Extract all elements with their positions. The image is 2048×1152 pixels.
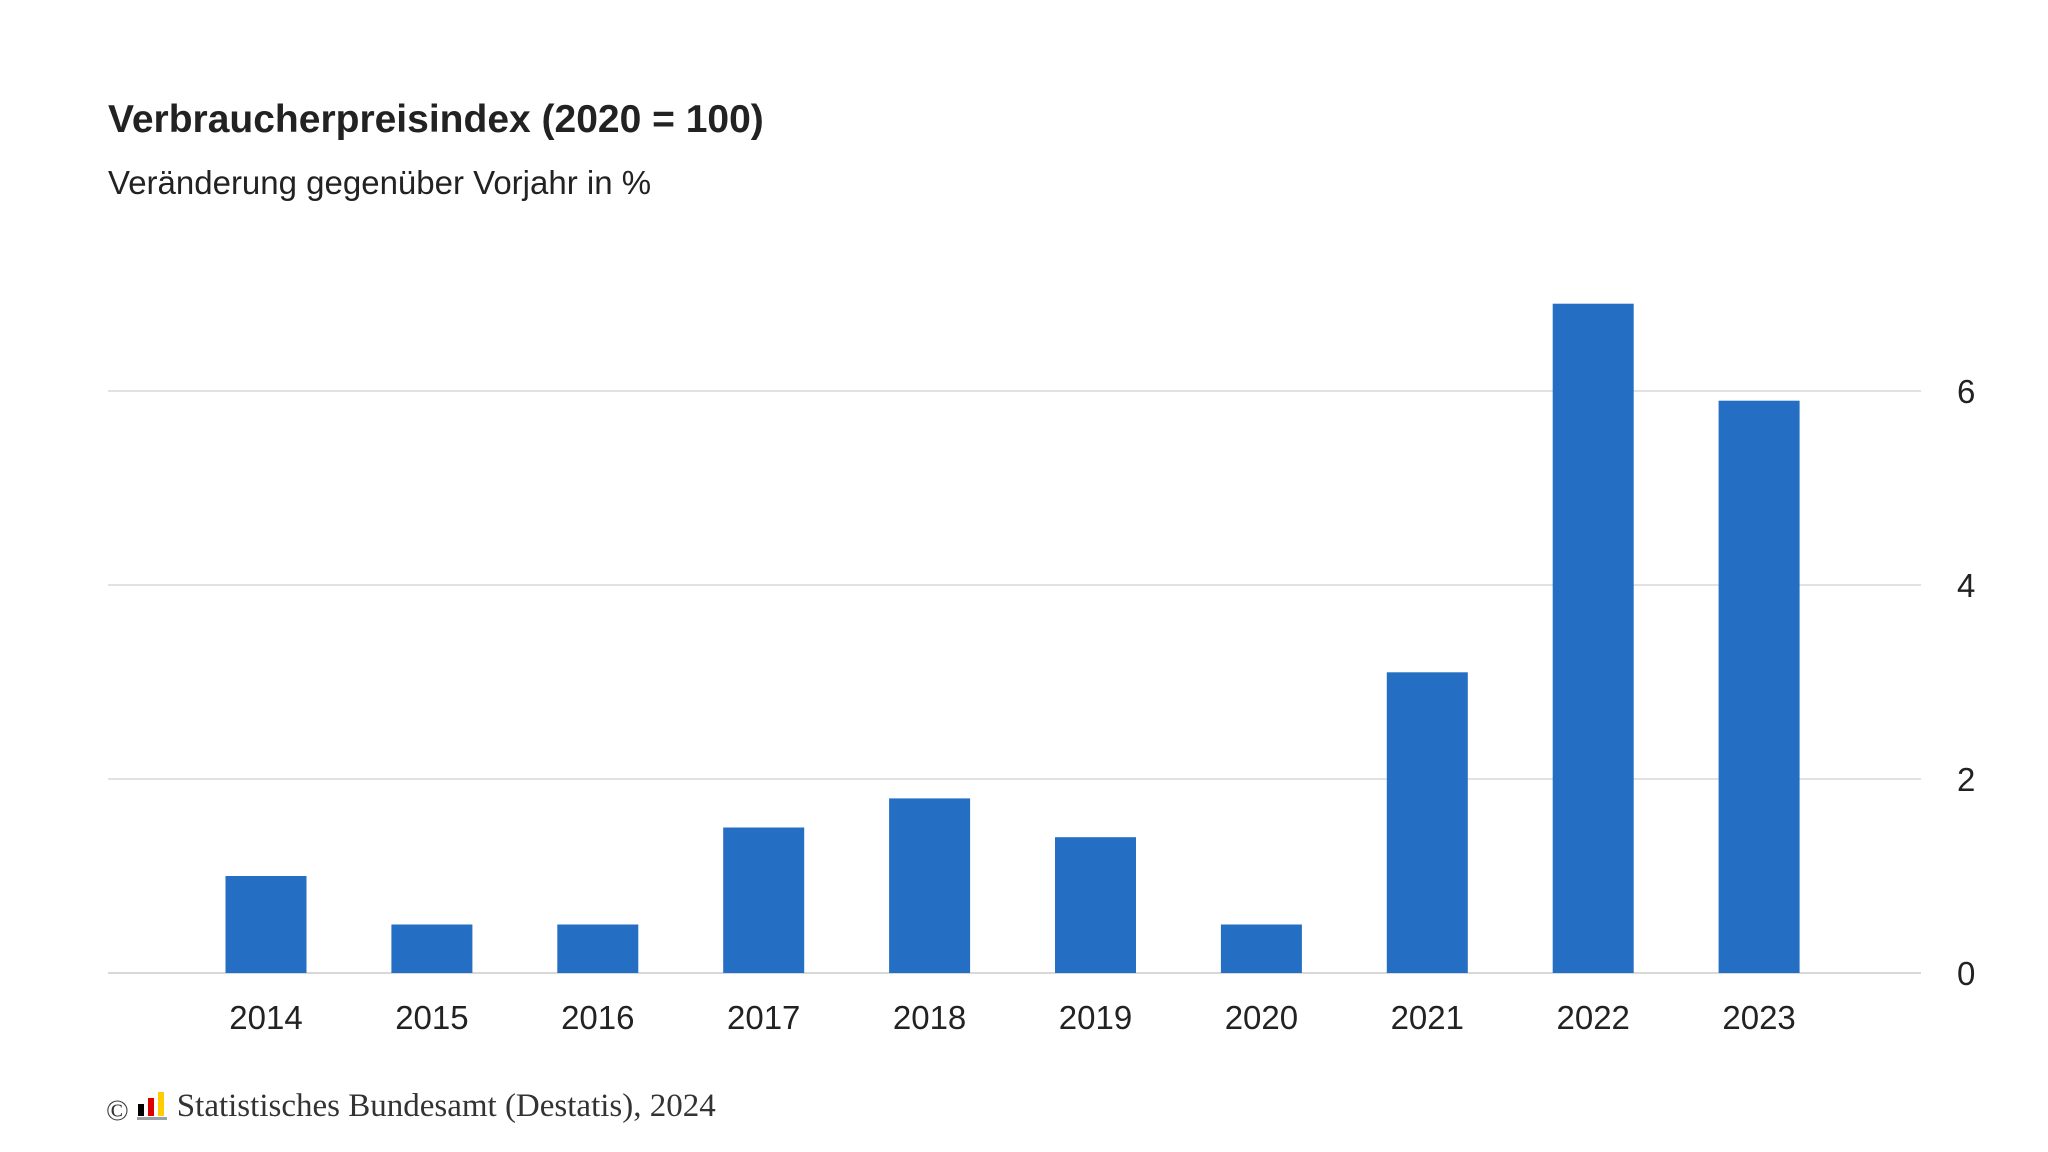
bar-2021[interactable] <box>1386 672 1468 973</box>
x-tick-label: 2022 <box>1556 999 1629 1036</box>
bars <box>225 303 1800 974</box>
x-axis-ticks: 2014 2015 2016 2017 2018 2019 2020 2021 2022 2023 <box>229 999 1796 1036</box>
x-tick-label: 2020 <box>1225 999 1298 1036</box>
chart-title: Verbraucherpreisindex (2020 = 100) <box>108 98 764 141</box>
bar-2018[interactable] <box>889 798 971 973</box>
y-tick-label: 0 <box>1957 955 1975 992</box>
bar-2015[interactable] <box>391 924 473 974</box>
x-tick-label: 2019 <box>1059 999 1132 1036</box>
bar-2023[interactable] <box>1718 400 1800 973</box>
y-tick-label: 2 <box>1957 761 1975 798</box>
x-tick-label: 2015 <box>395 999 468 1036</box>
copyright-symbol: © <box>106 1093 129 1127</box>
x-tick-label: 2016 <box>561 999 634 1036</box>
source-text: Statistisches Bundesamt (Destatis), 2024 <box>176 1088 716 1124</box>
y-axis-ticks: 0 2 4 6 <box>1957 373 1975 992</box>
destatis-logo-icon <box>136 1091 167 1120</box>
x-tick-label: 2023 <box>1722 999 1795 1036</box>
y-tick-label: 6 <box>1957 373 1975 410</box>
y-tick-label: 4 <box>1957 567 1975 604</box>
x-tick-label: 2018 <box>893 999 966 1036</box>
bar-2019[interactable] <box>1055 837 1136 973</box>
x-tick-label: 2021 <box>1391 999 1464 1036</box>
x-tick-label: 2017 <box>727 999 800 1036</box>
chart-subtitle: Veränderung gegenüber Vorjahr in % <box>108 164 652 201</box>
bar-2014[interactable] <box>225 876 307 973</box>
bar-2017[interactable] <box>723 827 805 974</box>
bar-chart: 0 2 4 6 2014 2015 2016 2017 2018 2019 2020 2021 202… <box>108 303 1975 1036</box>
bar-2022[interactable] <box>1552 303 1634 973</box>
bar-2020[interactable] <box>1220 924 1302 974</box>
x-tick-label: 2014 <box>229 999 302 1036</box>
bar-2016[interactable] <box>557 924 639 974</box>
grid-lines <box>108 390 1921 974</box>
source-footer: © Statistisches Bundesamt (Destatis), 20… <box>106 1088 716 1127</box>
